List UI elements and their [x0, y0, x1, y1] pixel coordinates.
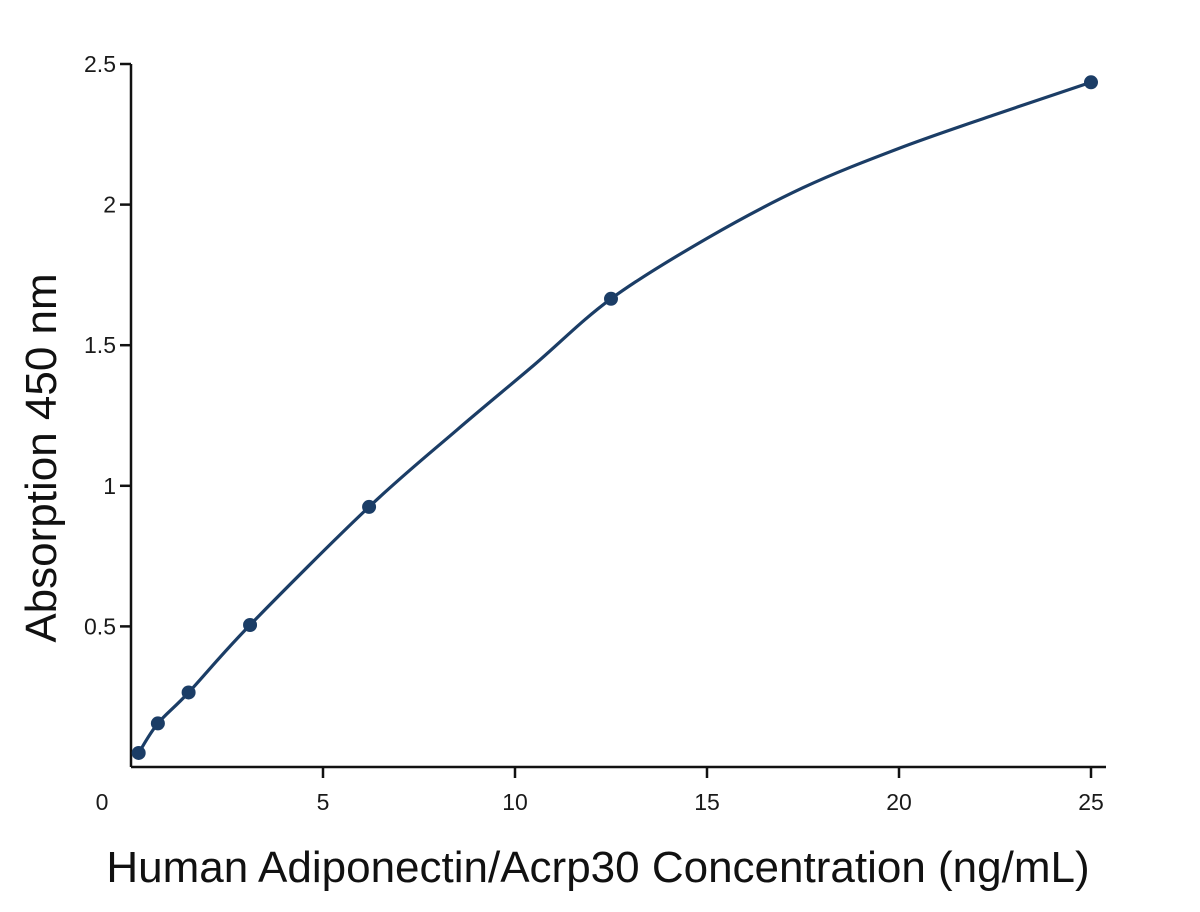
y-tick-label: 1: [103, 473, 116, 499]
y-tick-label: 1.5: [84, 332, 116, 358]
data-point: [243, 617, 258, 632]
y-tick-label: 2.5: [84, 51, 116, 77]
fit-curve-layer: [137, 80, 1093, 755]
y-axis-ticks: 0.5 1 1.5 2 2.5: [84, 51, 131, 639]
y-tick-label: 2: [103, 192, 116, 218]
x-axis-ticks: 0 5 10 15 20 25: [96, 767, 1104, 815]
x-tick-label: 0: [96, 789, 109, 815]
y-tick-label: 0.5: [84, 613, 116, 639]
data-point: [362, 499, 377, 514]
data-point: [181, 685, 196, 700]
data-point: [150, 716, 165, 731]
fit-curve-line: [137, 80, 1093, 755]
x-tick-label: 20: [886, 789, 912, 815]
data-points-layer: [131, 75, 1098, 760]
x-tick-label: 10: [502, 789, 528, 815]
data-point: [131, 745, 146, 760]
data-point: [604, 291, 618, 306]
y-axis-title: Absorption 450 nm: [17, 273, 66, 642]
x-axis-title: Human Adiponectin/Acrp30 Concentration (…: [106, 843, 1089, 892]
x-tick-label: 15: [694, 789, 720, 815]
x-tick-label: 5: [317, 789, 330, 815]
axes: [129, 64, 1106, 769]
data-point: [1084, 75, 1098, 90]
x-tick-label: 25: [1078, 789, 1104, 815]
